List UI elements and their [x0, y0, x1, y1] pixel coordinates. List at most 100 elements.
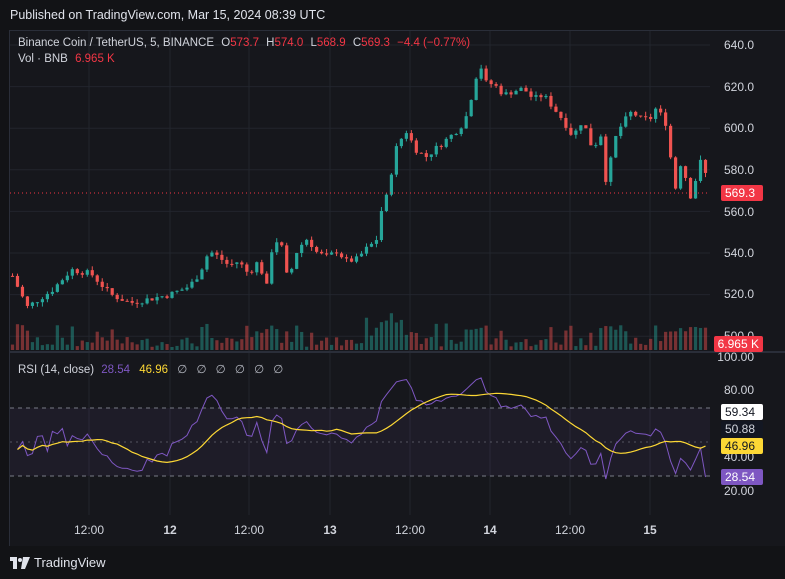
candle-body — [644, 116, 648, 118]
volume-bar — [80, 340, 84, 350]
candle-body — [95, 275, 99, 282]
candle-body — [439, 145, 443, 147]
volume-bar — [698, 327, 703, 350]
candle-body — [250, 271, 254, 273]
volume-bar — [120, 343, 124, 350]
volume-bar — [185, 337, 189, 350]
candle-body — [310, 239, 314, 248]
candle-body — [683, 166, 688, 178]
rsi-legend[interactable]: RSI (14, close) 28.54 46.96 ∅ ∅ ∅ ∅ ∅ ∅ — [18, 362, 286, 376]
price-tick: 540.0 — [723, 246, 754, 260]
open-value: 573.7 — [230, 37, 259, 49]
candle-body — [414, 140, 418, 153]
time-tick: 12 — [163, 523, 177, 537]
volume-label: Vol · BNB — [18, 53, 68, 65]
time-tick: 12:00 — [233, 523, 265, 537]
candle-body — [110, 288, 114, 295]
volume-bar — [190, 343, 194, 350]
candle-body — [155, 297, 159, 301]
candle-body — [394, 146, 398, 175]
candle-body — [125, 300, 129, 302]
candle-body — [200, 269, 204, 280]
volume-bar — [260, 332, 264, 350]
volume-bar — [664, 331, 668, 350]
volume-bar — [549, 327, 553, 350]
rsi-line — [17, 377, 706, 480]
candle-body — [45, 293, 49, 300]
candle-body — [35, 302, 40, 304]
volume-bar — [150, 346, 154, 350]
rsi-upper-tag: 59.34 — [721, 404, 763, 420]
candle-body — [449, 134, 453, 139]
volume-bar — [100, 337, 104, 350]
volume-bar — [324, 337, 329, 350]
candle-body — [419, 152, 423, 154]
candle-body — [175, 290, 179, 292]
volume-tag: 6.965 K — [713, 336, 763, 352]
candle-body — [260, 262, 264, 274]
volume-bar — [673, 331, 678, 350]
volume-bar — [275, 329, 279, 350]
candle-body — [594, 145, 598, 147]
candle-body — [619, 126, 623, 136]
candle-body — [688, 177, 693, 199]
volume-bar — [270, 325, 274, 350]
rsi-value-tag: 28.54 — [721, 469, 763, 485]
volume-bar — [534, 344, 538, 350]
candle-body — [444, 138, 448, 147]
volume-bar — [614, 329, 618, 350]
volume-bar — [255, 331, 259, 350]
volume-bar — [524, 339, 528, 350]
volume-bar — [409, 332, 413, 350]
candle-body — [579, 125, 583, 131]
candle-body — [55, 284, 59, 292]
volume-bar — [245, 325, 249, 350]
candle-body — [639, 115, 643, 117]
volume-bar — [40, 345, 45, 350]
symbol-legend[interactable]: Binance Coin / TetherUS, 5, BINANCE O573… — [18, 37, 470, 49]
candle-body — [30, 302, 35, 306]
volume-bar — [95, 331, 99, 350]
volume-bar — [604, 326, 608, 350]
volume-bar — [115, 339, 119, 350]
candle-body — [240, 262, 244, 265]
candle-body — [389, 174, 394, 195]
volume-bars — [10, 313, 708, 350]
volume-bar — [414, 332, 418, 350]
volume-bar — [649, 338, 653, 350]
candle-body — [334, 252, 339, 254]
candle-body — [210, 252, 214, 257]
candle-body — [75, 269, 79, 274]
candle-body — [374, 240, 379, 244]
time-tick: 12:00 — [73, 523, 105, 537]
candle-body — [220, 254, 224, 260]
rsi-tick: 80.00 — [723, 383, 754, 397]
candle-body — [499, 85, 503, 95]
volume-bar — [514, 342, 518, 350]
volume-bar — [339, 345, 344, 350]
last-price-tag: 569.3 — [721, 185, 763, 201]
volume-bar — [210, 338, 214, 350]
candle-body — [654, 108, 658, 119]
candle-body — [369, 243, 374, 247]
gridlines — [10, 31, 710, 515]
low-value: 568.9 — [316, 37, 346, 49]
tradingview-footer[interactable]: TradingView — [10, 555, 106, 570]
volume-bar — [688, 327, 693, 350]
rsi-mid-tag: 50.88 — [721, 421, 763, 437]
volume-bar — [574, 346, 578, 350]
volume-bar — [30, 342, 35, 350]
volume-bar — [320, 340, 324, 350]
candle-body — [544, 95, 548, 98]
volume-legend[interactable]: Vol · BNB 6.965 K — [18, 53, 115, 65]
volume-bar — [529, 346, 533, 350]
volume-bar — [654, 325, 658, 350]
volume-bar — [180, 339, 184, 350]
price-tick: 580.0 — [723, 163, 754, 177]
volume-bar — [130, 342, 134, 350]
candle-body — [324, 253, 329, 255]
candle-body — [315, 247, 319, 252]
candle-body — [554, 106, 558, 112]
volume-bar — [429, 337, 433, 350]
